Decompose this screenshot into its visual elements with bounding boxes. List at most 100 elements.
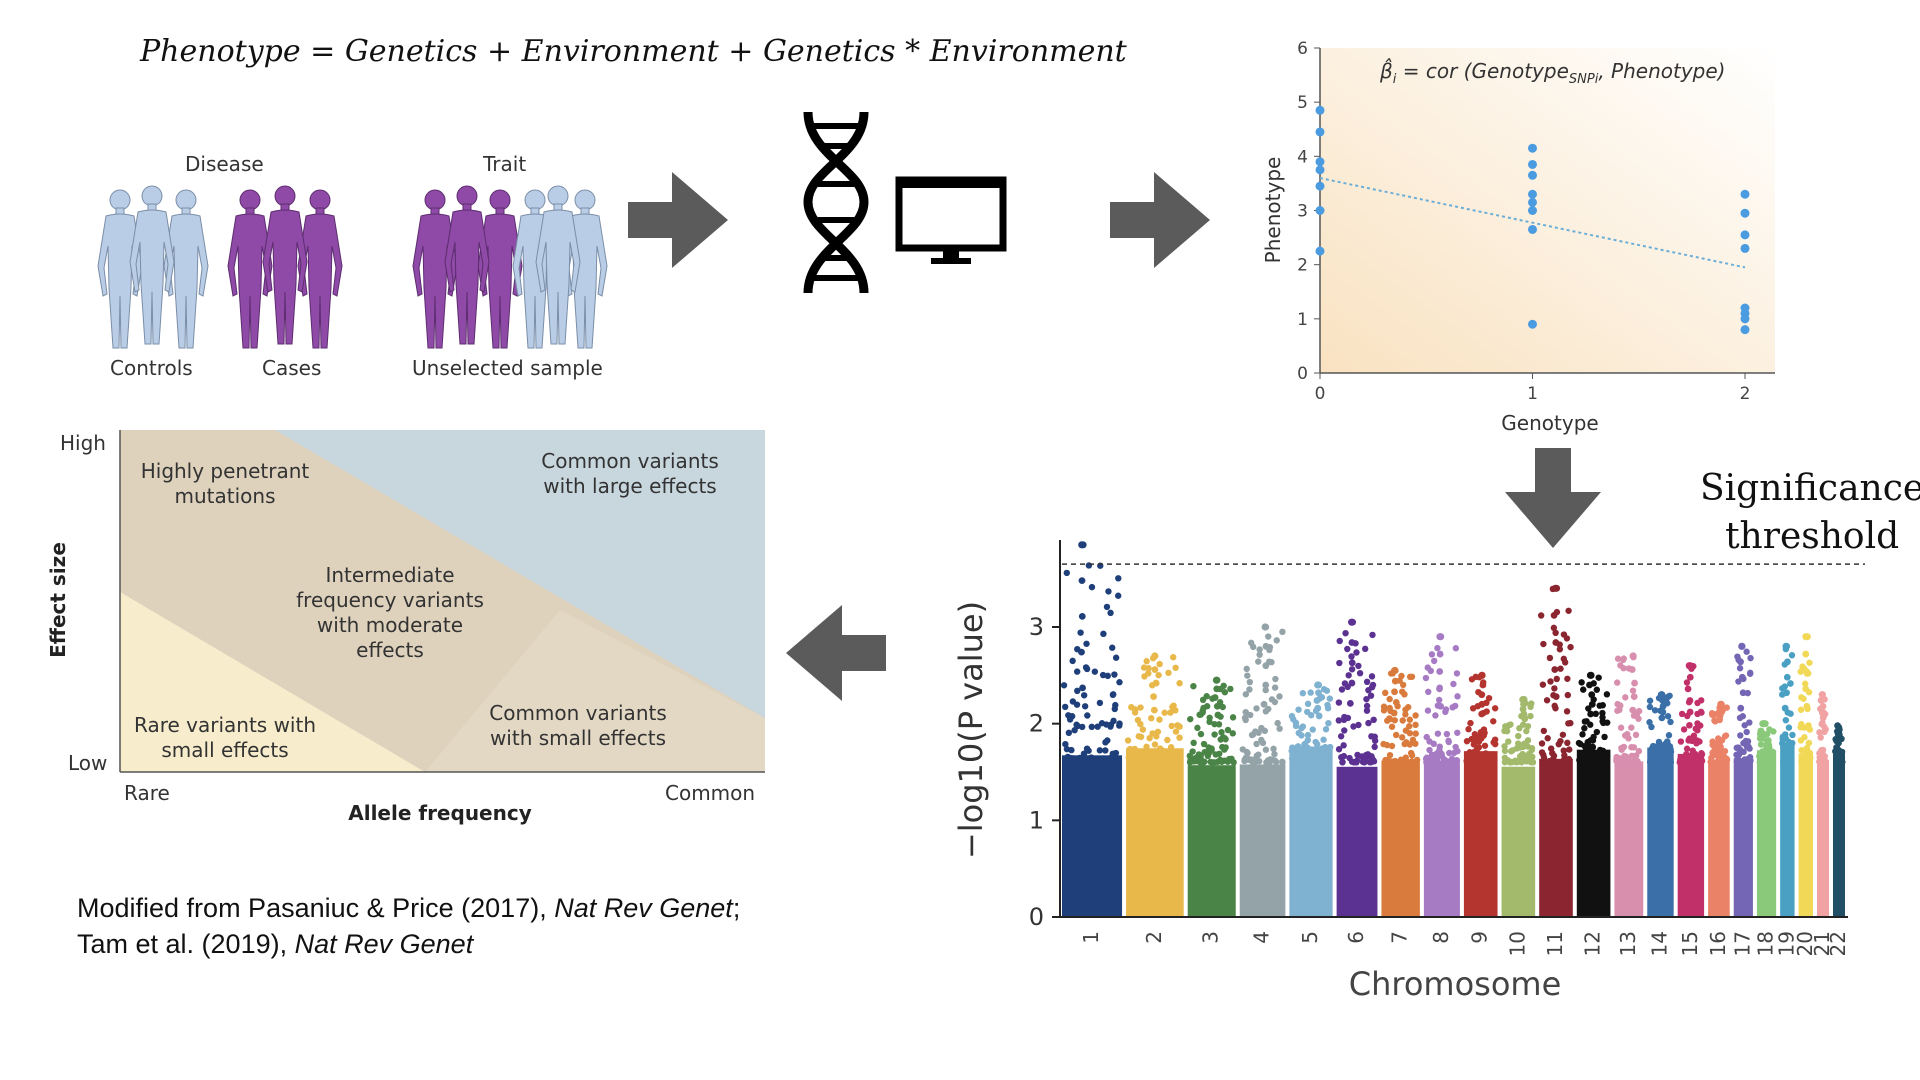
chromosome-label: 22 [1826,931,1850,956]
regression-point [1528,159,1537,169]
regression-point [1740,230,1750,240]
chromosome-15-band [1677,753,1705,917]
chromosome-label: 21 [1810,931,1834,956]
chromosome-label: 15 [1678,931,1702,956]
svg-text:frequency variants: frequency variants [296,588,484,612]
chromosome-6-peak [1348,618,1356,626]
chromosome-12-band [1576,749,1611,917]
region-label-common-large: Common variants [541,449,719,473]
chromosome-11-band [1539,758,1573,917]
regression-point [1528,189,1537,199]
controls-label: Controls [110,356,193,380]
chromosome-4-peak [1261,623,1269,631]
regression-ylabel: Phenotype [1261,157,1285,264]
chromosome-label: 7 [1388,931,1412,944]
allele-rare: Rare [124,781,170,805]
cases-figures [227,185,343,349]
regression-point [1740,325,1750,335]
regression-point [1528,170,1537,180]
cases-label: Cases [262,356,322,380]
regression-point [1315,157,1325,167]
large-effects-region [275,430,765,718]
arrow-down-icon [1505,448,1601,548]
chromosome-22-band [1832,749,1845,917]
regression-point [1315,127,1325,137]
unselected-sample-label: Unselected sample [412,356,603,380]
regression-point [1528,197,1537,207]
chromosome-15-peak [1685,662,1693,670]
computer-monitor-icon [895,176,1007,264]
chromosome-14-band [1647,747,1674,917]
citation: Modified from Pasaniuc & Price (2017), N… [77,893,741,959]
regression-ytick: 2 [1297,256,1308,276]
chromosome-label: 11 [1543,931,1567,956]
regression-point [1315,206,1325,215]
chromosome-18-peak [1760,720,1768,728]
effect-size-chart: High Low Rare Common Allele frequency Ef… [46,430,765,825]
regression-point [1315,105,1325,115]
region-label-common-small: Common variants [489,701,667,725]
regression-xtick: 0 [1315,384,1326,404]
regression-point [1315,165,1325,175]
manhattan-xlabel: Chromosome [1349,965,1562,1003]
chromosome-label: 9 [1468,931,1492,944]
allele-common: Common [665,781,755,805]
regression-point [1315,246,1325,256]
rare-small-effects-region [120,592,425,772]
manhattan-ytick: 2 [1029,710,1044,738]
regression-ytick: 1 [1297,310,1308,330]
effect-size-low: Low [68,751,107,775]
arrow-right-icon [628,172,728,268]
chromosome-17-band [1733,758,1753,917]
regression-xtick: 1 [1527,384,1538,404]
chromosome-2-band [1126,748,1184,917]
chromosome-label: 4 [1250,931,1274,944]
regression-ytick: 3 [1297,202,1308,222]
chromosome-label: 3 [1199,931,1223,944]
chromosome-3-peak [1212,676,1221,684]
chromosome-label: 1 [1079,931,1103,944]
regression-ytick: 5 [1297,93,1308,113]
dna-helix-icon [803,111,869,294]
effect-size-ylabel: Effect size [46,542,70,658]
chromosome-2-peak [1151,652,1159,660]
regression-point [1528,143,1537,153]
svg-text:effects: effects [356,638,424,662]
regression-xlabel: Genotype [1501,411,1598,435]
chromosome-9-peak [1478,671,1486,679]
regression-point [1740,243,1750,253]
chromosome-label: 8 [1429,931,1453,944]
chromosome-16-peak [1717,700,1725,708]
chromosome-label: 10 [1505,931,1529,956]
chromosome-8-peak [1437,633,1445,641]
regression-xtick: 2 [1740,384,1751,404]
chromosome-5-band [1289,746,1333,917]
regression-point [1315,181,1325,191]
chromosome-13-peak [1629,652,1637,660]
chromosome-7-peak [1391,666,1399,675]
chromosome-21-peak [1818,691,1826,699]
regression-plot: 0 1 2 3 4 5 6 0 1 2 Genotype Phenotype β̂i = cor… [1261,40,1775,435]
chromosome-label: 20 [1793,931,1817,956]
regression-point [1528,206,1537,215]
chromosome-3-band [1187,765,1236,917]
chromosome-label: 19 [1774,931,1798,956]
regression-point [1528,224,1537,234]
chromosome-label: 13 [1616,931,1640,956]
chromosome-label: 6 [1344,931,1368,944]
chromosome-11-peak [1551,584,1560,592]
regression-point [1740,189,1750,199]
manhattan-ytick: 0 [1029,903,1044,931]
chromosome-7-band [1381,760,1420,917]
controls-figures [97,185,209,349]
region-label-highly-penetrant: Highly penetrant [141,459,310,483]
chromosome-5-peak [1314,681,1322,689]
chromosome-20-peak [1802,633,1810,641]
regression-ytick: 4 [1297,147,1308,167]
allele-frequency-xlabel: Allele frequency [348,801,532,825]
chromosome-14-peak [1658,691,1666,699]
chromosome-label: 18 [1754,931,1778,956]
chromosome-label: 14 [1647,931,1671,956]
chromosome-19-band [1780,744,1795,917]
effect-size-high: High [60,431,106,455]
